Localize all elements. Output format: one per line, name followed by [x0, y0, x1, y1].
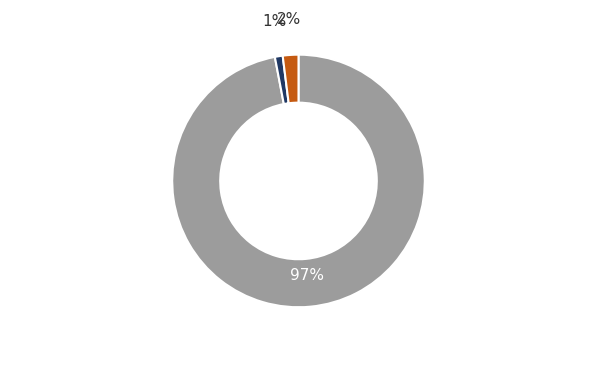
Wedge shape: [275, 56, 289, 104]
Text: 1%: 1%: [262, 14, 287, 29]
Text: 2%: 2%: [276, 12, 301, 27]
Wedge shape: [282, 55, 298, 103]
Wedge shape: [172, 55, 425, 307]
Text: 97%: 97%: [290, 268, 324, 283]
